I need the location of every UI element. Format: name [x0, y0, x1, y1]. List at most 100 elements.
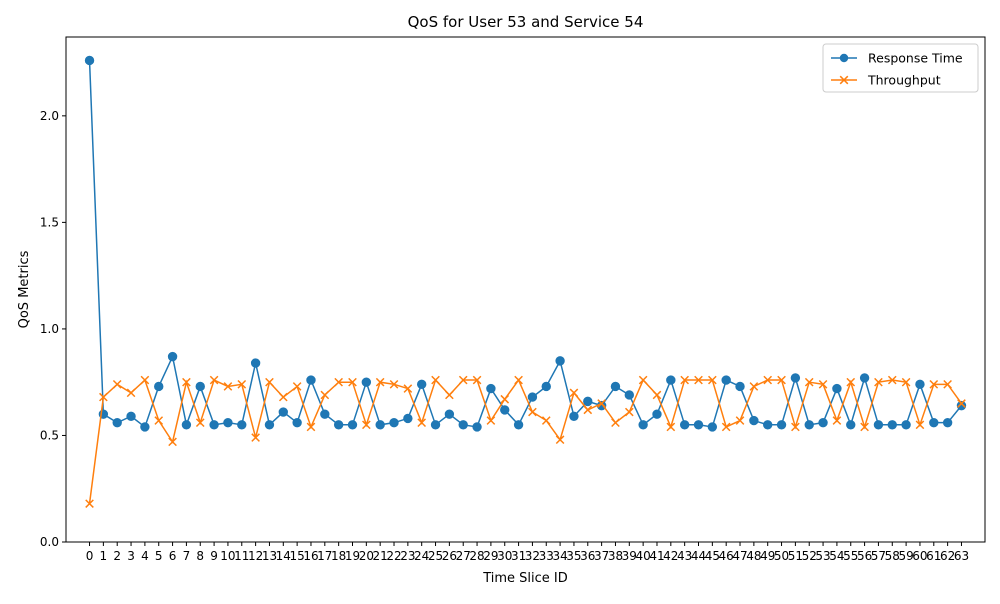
data-point [915, 379, 925, 390]
x-tick-label: 4 [141, 549, 149, 563]
x-tick-label: 56 [857, 549, 872, 563]
x-tick-label: 32 [525, 549, 540, 563]
data-point [569, 411, 579, 421]
series-line [88, 378, 963, 504]
x-tick-label: 47 [732, 549, 747, 563]
y-axis: 0.0 0.5 1.0 1.5 2.0 [40, 109, 66, 549]
data-point [430, 420, 441, 430]
data-point [887, 375, 897, 385]
data-point [320, 409, 330, 419]
x-tick-label: 53 [815, 549, 830, 563]
data-point [624, 390, 635, 400]
series-response-time [84, 55, 967, 432]
data-point [278, 407, 288, 417]
data-point [416, 379, 427, 390]
data-point [679, 420, 690, 430]
data-point [611, 418, 620, 428]
x-tick-label: 63 [954, 549, 969, 563]
data-point [513, 420, 524, 430]
data-point [776, 420, 787, 430]
data-point [375, 420, 385, 430]
x-axis-label: Time Slice ID [482, 571, 568, 586]
data-point [721, 422, 731, 432]
data-point [237, 420, 247, 430]
x-tick-label: 1 [100, 549, 108, 563]
y-tick-label: 0.5 [40, 428, 59, 442]
data-point [929, 379, 939, 389]
x-tick-label: 62 [940, 549, 955, 563]
data-point [154, 381, 164, 392]
data-point [846, 420, 856, 430]
x-tick-label: 7 [183, 549, 191, 563]
y-tick-label: 2.0 [40, 109, 59, 123]
axes-frame [65, 36, 986, 543]
y-tick-label: 1.0 [40, 322, 59, 336]
data-point [735, 416, 745, 425]
data-point [874, 377, 883, 387]
data-point [500, 394, 510, 404]
y-tick-label: 1.5 [40, 215, 59, 229]
data-point [735, 381, 745, 392]
data-point [444, 409, 455, 419]
data-point [278, 392, 288, 402]
data-point [943, 379, 952, 389]
data-point [708, 375, 717, 385]
data-point [250, 358, 261, 368]
data-point [472, 375, 482, 385]
data-point [666, 375, 676, 385]
data-point [915, 420, 925, 430]
series-line [88, 60, 963, 429]
x-tick-label: 21 [373, 549, 388, 563]
data-point [638, 375, 648, 385]
x-tick-label: 12 [248, 549, 263, 563]
x-tick-label: 28 [469, 549, 484, 563]
data-point [154, 416, 164, 425]
x-tick-label: 51 [788, 549, 803, 563]
data-point [195, 418, 205, 428]
x-tick-label: 36 [580, 549, 595, 563]
x-tick-label: 54 [829, 549, 844, 563]
x-tick-label: 23 [400, 549, 415, 563]
data-point [140, 422, 150, 432]
x-tick-label: 61 [926, 549, 941, 563]
data-point [652, 409, 662, 419]
x-tick-label: 14 [276, 549, 291, 563]
data-point [209, 420, 219, 430]
x-tick-label: 15 [289, 549, 304, 563]
data-point [375, 377, 385, 387]
data-point [126, 411, 136, 421]
x-tick-label: 35 [566, 549, 581, 563]
legend: Response Time Throughput [822, 43, 979, 93]
data-point [348, 377, 357, 387]
data-point [624, 407, 634, 417]
x-tick-label: 57 [871, 549, 886, 563]
x-tick-label: 25 [428, 549, 443, 563]
data-point [901, 377, 911, 387]
x-tick-label: 6 [169, 549, 177, 563]
data-point [334, 377, 343, 387]
data-point [333, 420, 344, 430]
data-point [555, 356, 565, 366]
x-tick-label: 50 [774, 549, 789, 563]
x-tick-label: 41 [649, 549, 664, 563]
x-tick-label: 16 [303, 549, 318, 563]
data-point [112, 379, 122, 389]
data-point [638, 420, 648, 430]
data-point [99, 392, 108, 402]
legend-item: Throughput [831, 73, 941, 88]
x-tick-label: 22 [386, 549, 401, 563]
legend-box [822, 43, 979, 93]
data-point [777, 375, 786, 385]
data-point [292, 417, 302, 428]
x-tick-label: 20 [359, 549, 374, 563]
data-point [887, 420, 897, 430]
x-tick-label: 13 [262, 549, 277, 563]
x-tick-label: 10 [220, 549, 235, 563]
data-point [873, 420, 884, 430]
data-point [264, 420, 275, 430]
data-point [763, 420, 773, 430]
data-point [347, 420, 358, 430]
x-tick-label: 9 [210, 549, 218, 563]
x-tick-label: 26 [442, 549, 457, 563]
